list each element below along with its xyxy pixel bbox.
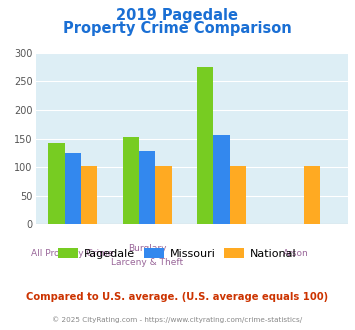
Bar [81,166,97,224]
Bar [213,135,230,224]
Bar [48,143,65,224]
Bar [122,137,139,224]
Bar [230,166,246,224]
Bar [139,151,155,224]
Bar [155,166,171,224]
Bar [197,67,213,224]
Bar [304,166,320,224]
Text: Compared to U.S. average. (U.S. average equals 100): Compared to U.S. average. (U.S. average … [26,292,329,302]
Text: 2019 Pagedale: 2019 Pagedale [116,8,239,23]
Text: Property Crime Comparison: Property Crime Comparison [63,21,292,36]
Text: © 2025 CityRating.com - https://www.cityrating.com/crime-statistics/: © 2025 CityRating.com - https://www.city… [53,316,302,323]
Text: All Property Crime: All Property Crime [32,249,114,258]
Text: Arson: Arson [283,249,309,258]
Bar [65,153,81,224]
Text: Larceny & Theft: Larceny & Theft [111,258,183,267]
Text: Burglary: Burglary [128,244,166,253]
Legend: Pagedale, Missouri, National: Pagedale, Missouri, National [54,244,301,263]
